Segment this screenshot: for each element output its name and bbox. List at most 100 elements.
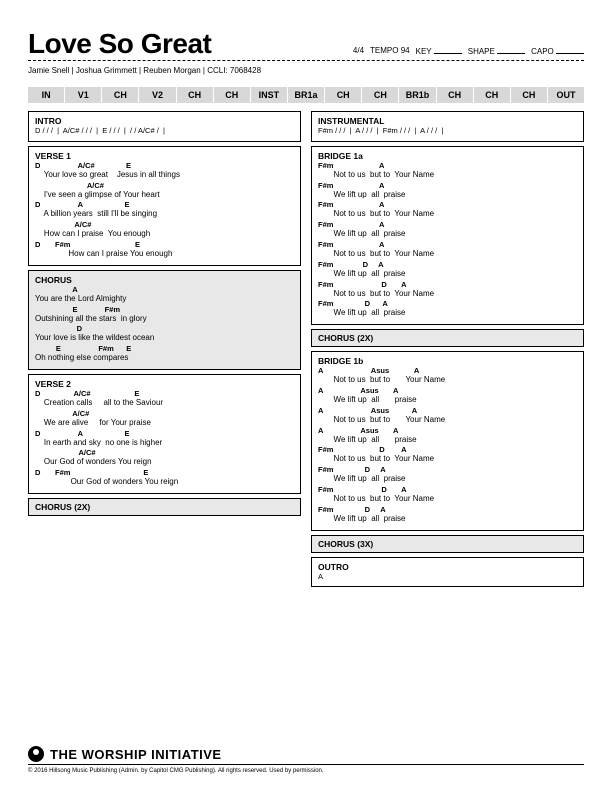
shape-blank[interactable] (497, 46, 525, 54)
bridge1b-title: BRIDGE 1b (318, 356, 577, 366)
lyric-line: Not to us but to Your Name (318, 209, 577, 220)
roadmap-item: CH (102, 87, 139, 103)
roadmap-item: CH (362, 87, 399, 103)
chord-line: A/C# (35, 409, 294, 418)
chorus-box: CHORUS AYou are the Lord Almighty E F#mO… (28, 270, 301, 370)
brand-icon (28, 746, 44, 762)
chord-line: D (35, 324, 294, 333)
instrumental-chords: F#m / / / | A / / / | F#m / / / | A / / … (318, 126, 577, 136)
chorus-2x-b-title: CHORUS (2X) (318, 333, 577, 343)
chord-line: A/C# (35, 181, 294, 190)
lyric-line: Not to us but to Your Name (318, 289, 577, 300)
lyric-line: We lift up all praise (318, 229, 577, 240)
chord-line: F#m D A (318, 505, 577, 514)
lyric-line: Your love is like the wildest ocean (35, 333, 294, 344)
chord-line: D A E (35, 200, 294, 209)
chord-line: A (35, 285, 294, 294)
roadmap-item: CH (177, 87, 214, 103)
chord-line: E F#m (35, 305, 294, 314)
chord-line: D F#m E (35, 240, 294, 249)
chord-line: A Asus A (318, 426, 577, 435)
chorus-title: CHORUS (35, 275, 294, 285)
shape-field: SHAPE (468, 46, 525, 56)
chord-line: A Asus A (318, 366, 577, 375)
roadmap-item: IN (28, 87, 65, 103)
key-blank[interactable] (434, 46, 462, 54)
lyric-line: How can I praise You enough (35, 249, 294, 260)
lyric-line: We lift up all praise (318, 269, 577, 280)
chord-line: E F#m E (35, 344, 294, 353)
roadmap-item: V1 (65, 87, 102, 103)
outro-box: OUTRO A (311, 557, 584, 588)
lyric-line: We lift up all praise (318, 308, 577, 319)
chord-line: F#m D A (318, 465, 577, 474)
roadmap: INV1CHV2CHCHINSTBR1aCHCHBR1bCHCHCHOUT (28, 87, 584, 103)
chorus-2x-a-box: CHORUS (2X) (28, 498, 301, 516)
roadmap-item: OUT (548, 87, 584, 103)
roadmap-item: CH (214, 87, 251, 103)
intro-box: INTRO D / / / | A/C# / / / | E / / / | /… (28, 111, 301, 142)
right-column: INSTRUMENTAL F#m / / / | A / / / | F#m /… (311, 111, 584, 587)
left-column: INTRO D / / / | A/C# / / / | E / / / | /… (28, 111, 301, 587)
lyric-line: We lift up all praise (318, 395, 577, 406)
lyric-line: We lift up all praise (318, 435, 577, 446)
brand-row: THE WORSHIP INITIATIVE (28, 746, 584, 765)
tempo: TEMPO 94 (370, 46, 410, 56)
lyric-line: You are the Lord Almighty (35, 294, 294, 305)
chorus-2x-b-box: CHORUS (2X) (311, 329, 584, 347)
bridge1a-title: BRIDGE 1a (318, 151, 577, 161)
lyric-line: We are alive for Your praise (35, 418, 294, 429)
lyric-line: Creation calls all to the Saviour (35, 398, 294, 409)
bridge1b-box: BRIDGE 1b A Asus A Not to us but to Your… (311, 351, 584, 530)
chord-line: A Asus A (318, 386, 577, 395)
roadmap-item: BR1b (399, 87, 436, 103)
lyric-line: We lift up all praise (318, 190, 577, 201)
chorus-2x-a-title: CHORUS (2X) (35, 502, 294, 512)
chord-line: F#m D A (318, 299, 577, 308)
chord-line: A/C# (35, 448, 294, 457)
chord-line: F#m A (318, 240, 577, 249)
chord-line: D A E (35, 429, 294, 438)
lyric-line: I've seen a glimpse of Your heart (35, 190, 294, 201)
verse1-title: VERSE 1 (35, 151, 294, 161)
lyric-line: Our God of wonders You reign (35, 457, 294, 468)
title-row: Love So Great 4/4 TEMPO 94 KEY SHAPE CAP… (28, 28, 584, 60)
outro-chords: A (318, 572, 577, 582)
lyric-line: We lift up all praise (318, 474, 577, 485)
lyric-line: Not to us but to Your Name (318, 375, 577, 386)
chord-line: F#m A (318, 220, 577, 229)
roadmap-item: CH (325, 87, 362, 103)
chord-line: D A/C# E (35, 161, 294, 170)
credits: Jamie Snell | Joshua Grimmett | Reuben M… (28, 63, 584, 81)
columns: INTRO D / / / | A/C# / / / | E / / / | /… (28, 111, 584, 587)
chorus-3x-title: CHORUS (3X) (318, 539, 577, 549)
outro-title: OUTRO (318, 562, 577, 572)
lyric-line: Not to us but to Your Name (318, 249, 577, 260)
lyric-line: Oh nothing else compares (35, 353, 294, 364)
chord-line: D A/C# E (35, 389, 294, 398)
roadmap-item: CH (511, 87, 548, 103)
chord-line: F#m A (318, 161, 577, 170)
key-field: KEY (416, 46, 462, 56)
lyric-line: Not to us but to Your Name (318, 415, 577, 426)
chord-line: F#m D A (318, 280, 577, 289)
intro-title: INTRO (35, 116, 294, 126)
lyric-line: We lift up all praise (318, 514, 577, 525)
lyric-line: Our God of wonders You reign (35, 477, 294, 488)
footer: THE WORSHIP INITIATIVE © 2016 Hillsong M… (28, 746, 584, 774)
roadmap-item: V2 (139, 87, 176, 103)
chorus-3x-box: CHORUS (3X) (311, 535, 584, 553)
bridge1a-box: BRIDGE 1a F#m A Not to us but to Your Na… (311, 146, 584, 325)
chord-line: F#m D A (318, 485, 577, 494)
header: Love So Great 4/4 TEMPO 94 KEY SHAPE CAP… (28, 28, 584, 61)
lyric-line: Not to us but to Your Name (318, 170, 577, 181)
verse2-title: VERSE 2 (35, 379, 294, 389)
lyric-line: Outshining all the stars in glory (35, 314, 294, 325)
lyric-line: Your love so great Jesus in all things (35, 170, 294, 181)
lyric-line: Not to us but to Your Name (318, 494, 577, 505)
lyric-line: How can I praise You enough (35, 229, 294, 240)
brand-name: THE WORSHIP INITIATIVE (50, 747, 222, 762)
lyric-line: A billion years still I'll be singing (35, 209, 294, 220)
capo-blank[interactable] (556, 46, 584, 54)
chord-line: A/C# (35, 220, 294, 229)
